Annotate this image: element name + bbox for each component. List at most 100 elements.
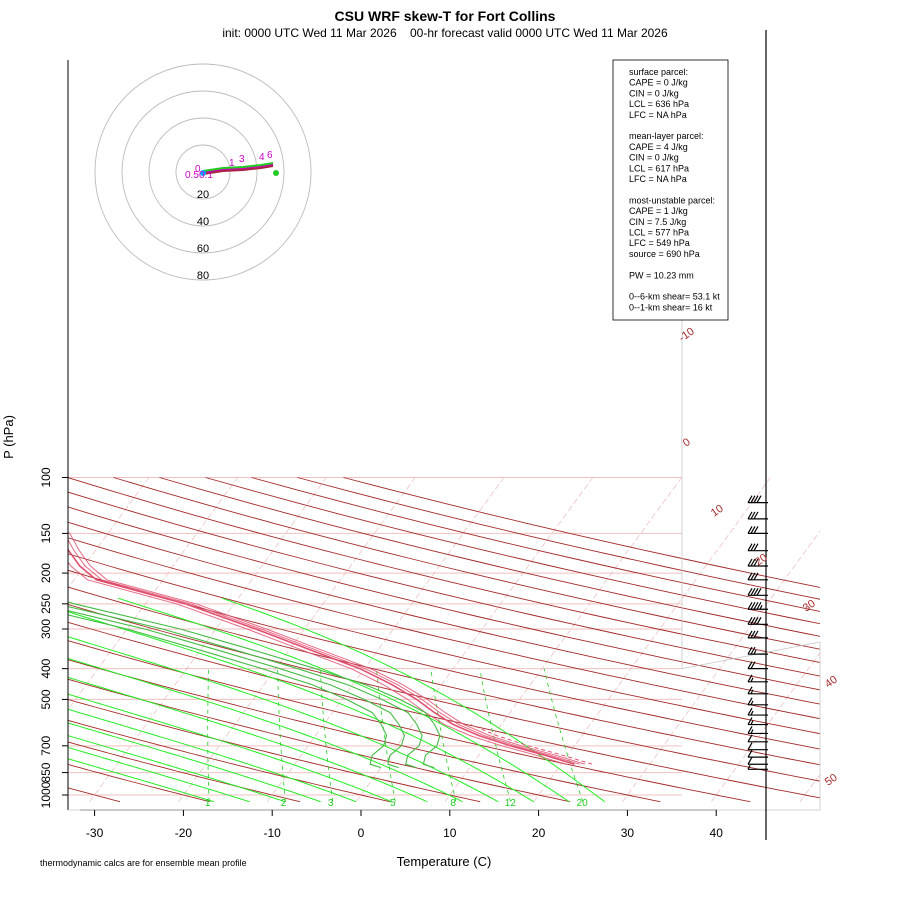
wind-barb-feather [747, 588, 753, 596]
hodograph-point-label: 0.1 [199, 170, 213, 181]
stats-line: CIN = 7.5 J/kg [629, 217, 686, 227]
diagram-background-lines: 1 2 3 5 8 12 20 [68, 477, 820, 809]
wind-barbs [747, 495, 768, 770]
dry-adiabat-label: 50 [823, 772, 840, 789]
dry-adiabat-line [68, 640, 751, 803]
dry-adiabat-line [68, 506, 820, 691]
wind-barb-feather [753, 495, 759, 503]
stats-line: CIN = 0 J/kg [629, 88, 679, 98]
dry-adiabat-line [251, 477, 820, 612]
isotherm-line [178, 477, 416, 802]
hodograph-ring [94, 63, 312, 281]
stats-line: CAPE = 0 J/kg [629, 78, 688, 88]
wind-barb-feather [750, 630, 756, 639]
wind-barb [747, 726, 768, 735]
wind-barb-feather [753, 630, 759, 639]
wind-barb [747, 558, 768, 567]
dry-adiabat-line [68, 477, 820, 663]
stats-line: LCL = 617 hPa [629, 163, 689, 173]
stats-line: surface parcel: [629, 67, 688, 77]
dry-adiabat-line [68, 603, 820, 782]
stats-line: LCL = 636 hPa [629, 99, 689, 109]
mixing-ratio-label: 2 [281, 798, 287, 809]
wind-barb-feather [747, 646, 753, 655]
wind-barb-half-feather [750, 720, 754, 725]
hodograph-point-label: 3 [239, 154, 245, 165]
dry-adiabat-line [68, 787, 121, 803]
wind-barb [747, 572, 768, 581]
wind-barb [747, 601, 768, 610]
wind-barb-feather [750, 617, 756, 625]
hodograph-ring-label: 40 [197, 216, 209, 228]
hodograph-ring [121, 90, 285, 254]
stats-line: source = 690 hPa [629, 249, 700, 259]
wind-barb [747, 661, 768, 670]
hodograph-point-label: 0 [195, 164, 201, 175]
wind-barb-half-feather [750, 729, 754, 734]
wind-barb-feather [756, 601, 762, 610]
dry-adiabat-line [68, 521, 820, 705]
hodograph-point-label: 0.5 [185, 170, 199, 181]
wind-barb-feather [756, 588, 762, 596]
wind-barb-feather [753, 588, 759, 596]
pressure-tick-label: 700 [39, 735, 53, 755]
dewpoint-trace [68, 610, 405, 769]
wind-barb [747, 717, 768, 726]
moist-adiabat-line [68, 676, 428, 803]
axes: -100102030405010015020025030040050070085… [39, 326, 840, 840]
mixing-ratio-line [543, 668, 584, 802]
isotherm-line [89, 477, 327, 802]
hodograph-ring-label: 20 [197, 189, 209, 201]
wind-barb-feather [747, 697, 753, 706]
mixing-ratio-line [319, 668, 334, 802]
isotherm-line [533, 477, 771, 802]
hodograph-trace [202, 162, 274, 172]
wind-barb-feather [747, 630, 753, 639]
wind-barb-feather [750, 588, 756, 596]
hodograph-start-marker [200, 170, 206, 176]
temperature-tick-label: -10 [264, 826, 282, 840]
mixing-ratio-label: 3 [328, 798, 334, 809]
dry-adiabat-label: -10 [677, 326, 697, 345]
wind-barb-feather [747, 756, 753, 765]
wind-barb-feather [750, 558, 756, 567]
hodograph-ring-label: 80 [197, 270, 209, 282]
dry-adiabat-line [159, 477, 820, 637]
temperature-tick-label: 30 [621, 826, 635, 840]
wind-barb [747, 674, 768, 683]
wind-barb-feather [750, 661, 756, 669]
hodograph-ring-label: 60 [197, 243, 209, 255]
temperature-tick-label: 0 [358, 826, 365, 840]
mixing-ratio-label: 1 [205, 798, 211, 809]
dewpoint-trace [68, 601, 441, 769]
stats-line: 0--1-km shear= 16 kt [629, 302, 713, 312]
wind-barb [747, 707, 768, 716]
moist-adiabat-line [68, 746, 250, 803]
chart-boundary [68, 60, 821, 811]
wind-barb-feather [756, 617, 762, 625]
dry-adiabat-line [68, 621, 820, 799]
isotherm-line [711, 652, 820, 802]
moist-adiabat-line [68, 636, 499, 803]
temperature-tick-label: 40 [710, 826, 724, 840]
mixing-ratio-label: 12 [505, 798, 517, 809]
temperature-trace [68, 531, 586, 765]
wind-barb-feather [747, 707, 753, 716]
wind-barb [747, 495, 768, 504]
dry-adiabat-label: 0 [681, 436, 693, 449]
wind-barb [747, 756, 768, 765]
wind-barb-feather [747, 511, 753, 520]
wind-barb-feather [747, 572, 753, 581]
wind-barb-feather [750, 526, 756, 534]
temperature-tick-label: 20 [532, 826, 546, 840]
dry-adiabat-label: 30 [801, 598, 818, 615]
isotherm-line [799, 773, 820, 802]
wind-barb-feather [753, 572, 759, 581]
wind-barb-feather [747, 558, 753, 567]
isotherm-line [444, 477, 682, 802]
mixing-ratio-line [376, 668, 396, 802]
dry-adiabat-line [68, 491, 820, 677]
stats-box-frame [612, 59, 729, 321]
hodograph-end-marker [273, 170, 279, 176]
